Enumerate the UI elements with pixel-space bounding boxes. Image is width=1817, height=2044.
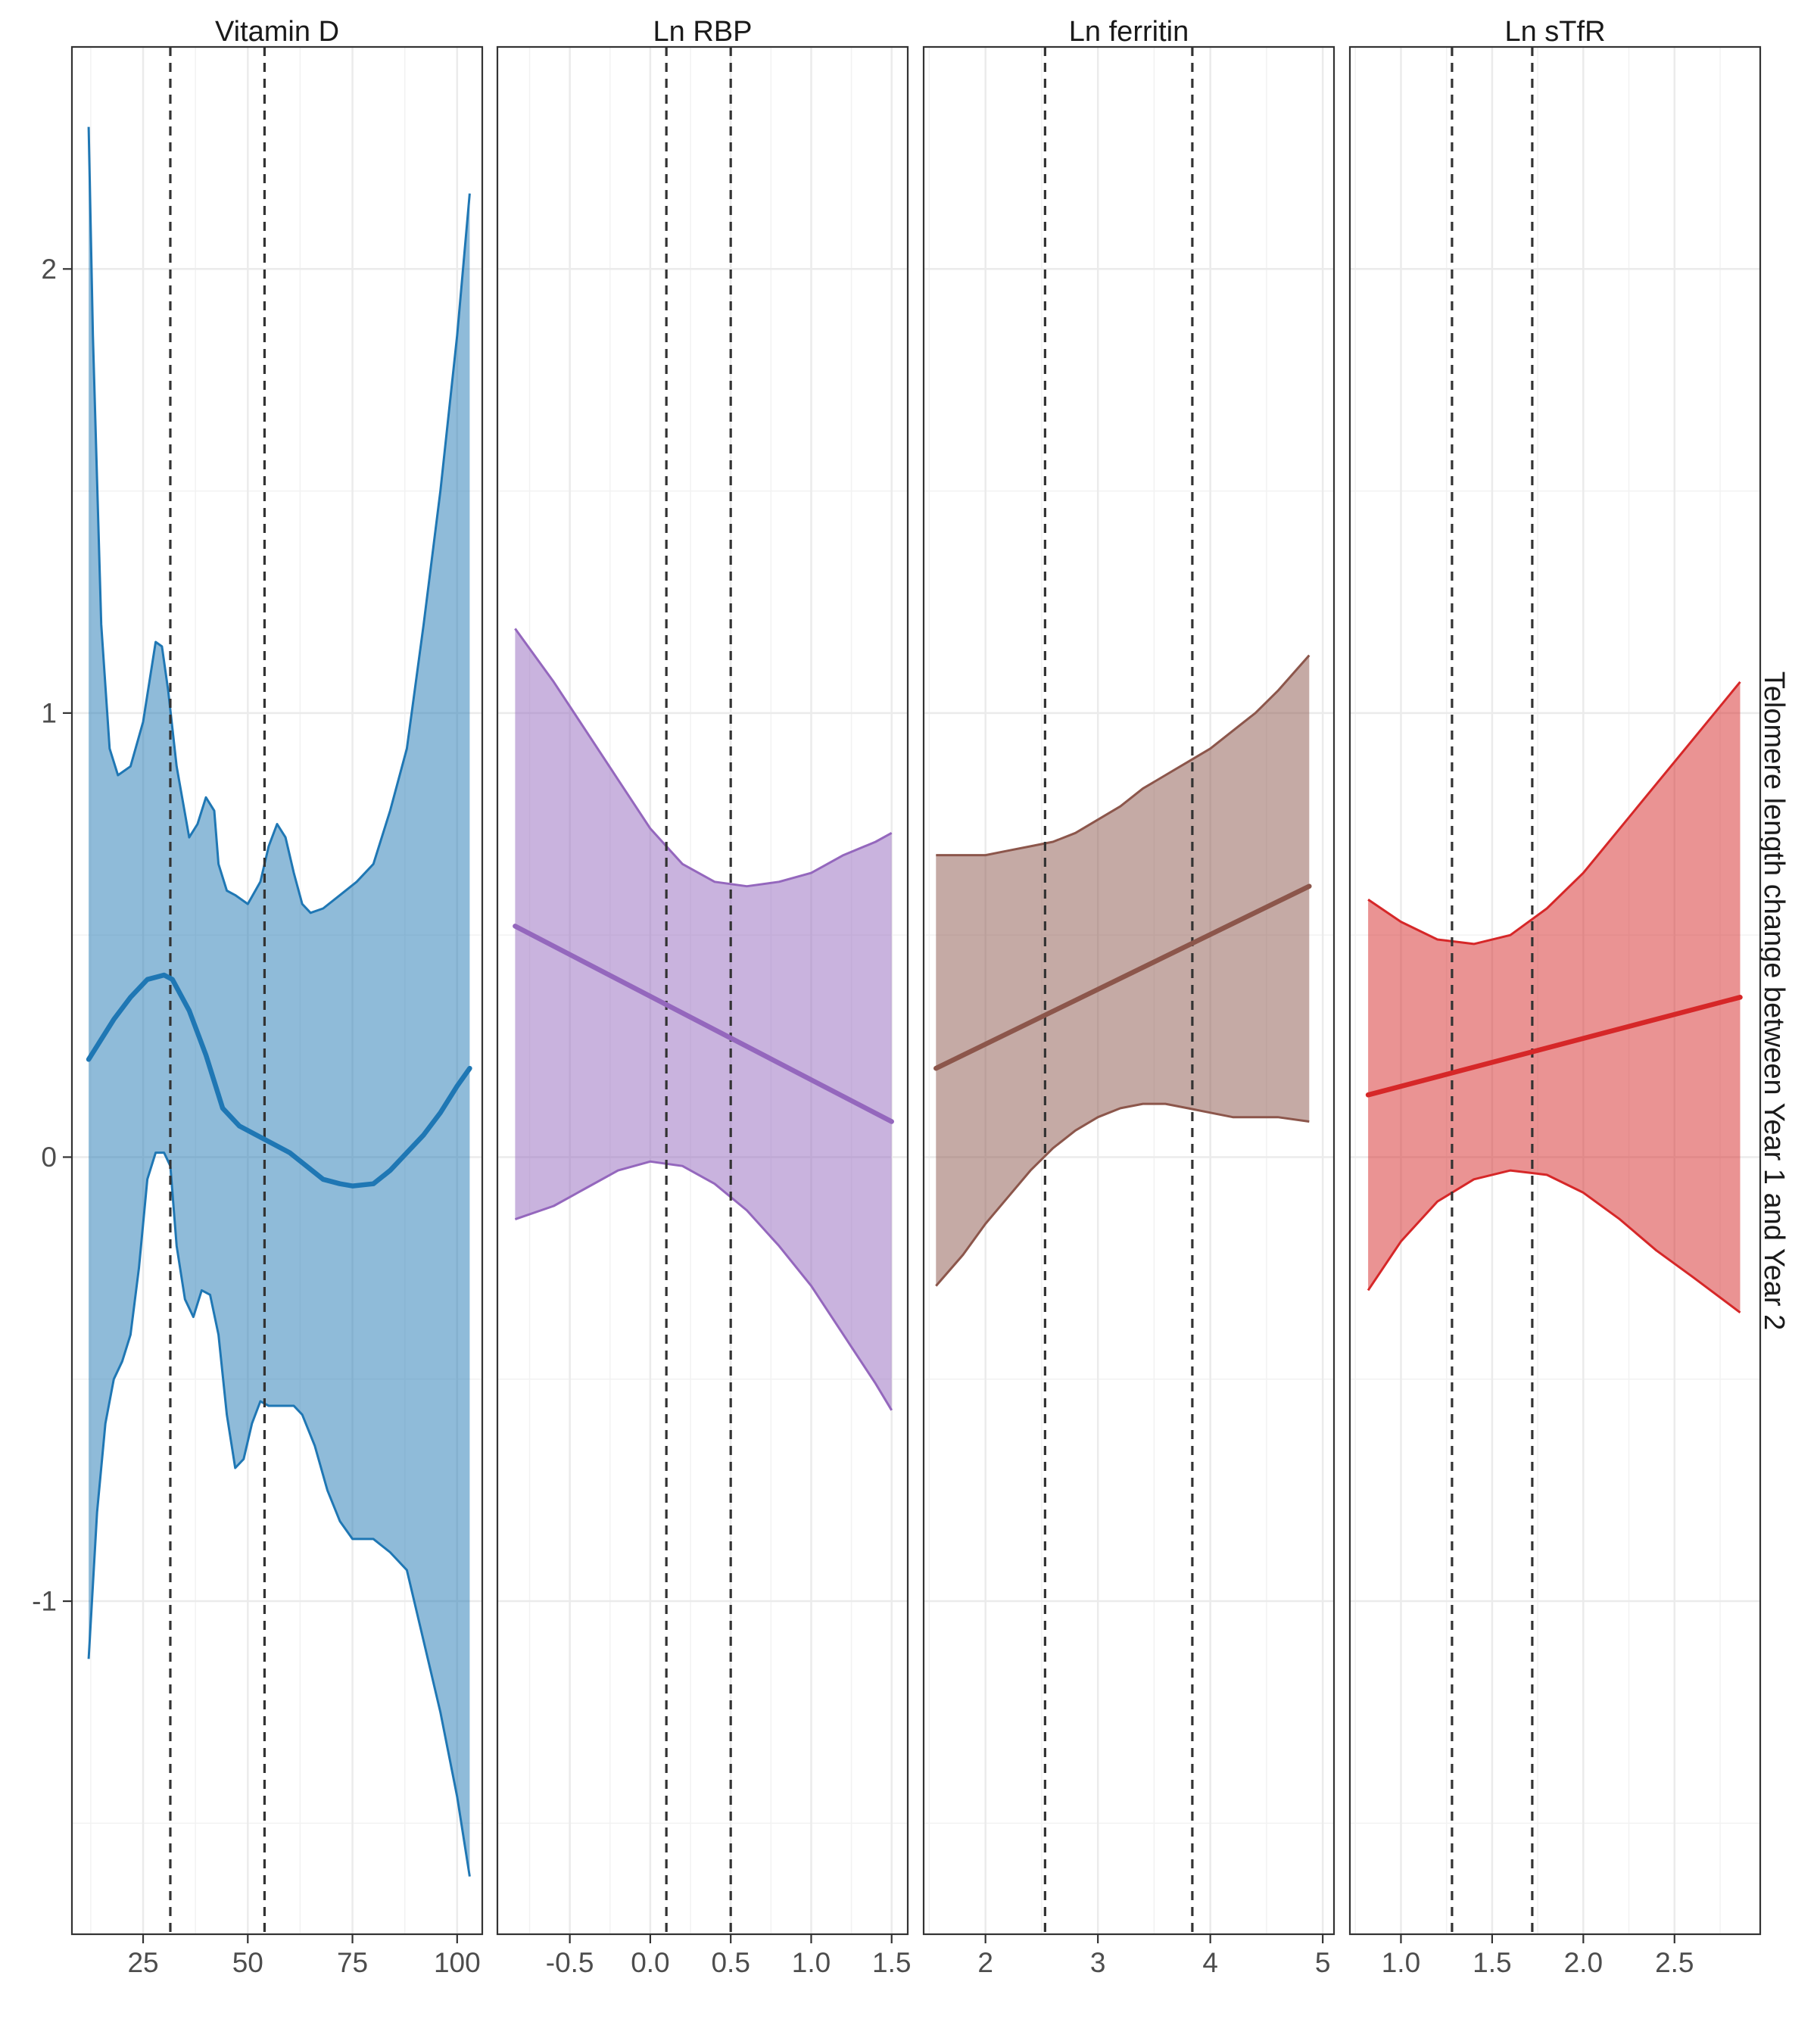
- upper-bound-line: [936, 654, 1311, 857]
- x-tick-label: 1.0: [1382, 1947, 1420, 1978]
- panel-title: Vitamin D: [215, 16, 339, 48]
- x-tick-label: 1.5: [872, 1947, 911, 1978]
- fitted-line: [933, 883, 1312, 1071]
- upper-bound-line: [1367, 681, 1741, 946]
- confidence-band: [89, 126, 470, 1877]
- panel-border: [1348, 45, 1762, 1936]
- panel-border: [70, 45, 484, 1936]
- y-tick-label: 1: [41, 697, 57, 728]
- x-tick-label: 5: [1315, 1947, 1331, 1978]
- x-tick-label: -0.5: [546, 1947, 594, 1978]
- lower-bound-line: [935, 1102, 1310, 1287]
- lower-bound-line: [87, 1151, 471, 1877]
- x-tick-label: 1.0: [792, 1947, 831, 1978]
- confidence-band: [1368, 681, 1741, 1313]
- x-tick-label: 1.5: [1473, 1947, 1511, 1978]
- panel-1: Vitamin D 25 50 75 100: [70, 16, 484, 1978]
- x-tick-label: 2.0: [1564, 1947, 1603, 1978]
- fitted-line: [513, 924, 894, 1124]
- x-tick-label: 25: [127, 1947, 158, 1978]
- panel-3: Ln ferritin 2 3 4 5: [922, 16, 1335, 1978]
- fitted-line: [86, 972, 472, 1189]
- x-tick-label: 2.5: [1655, 1947, 1694, 1978]
- lower-bound-line: [514, 1160, 893, 1411]
- y-tick-label: 2: [41, 254, 57, 285]
- x-tick-label: 75: [337, 1947, 368, 1978]
- x-tick-label: 4: [1202, 1947, 1218, 1978]
- confidence-band: [936, 655, 1310, 1286]
- panel-title: Ln sTfR: [1504, 16, 1605, 48]
- upper-bound-line: [87, 126, 471, 915]
- x-tick-label: 100: [434, 1947, 481, 1978]
- x-tick-label: 3: [1090, 1947, 1106, 1978]
- y-tick-label: 0: [41, 1142, 57, 1173]
- y-axis-label: Telomere length change between Year 1 an…: [1758, 671, 1790, 1330]
- fitted-line: [1365, 995, 1743, 1098]
- panel-border: [496, 45, 909, 1936]
- x-tick-label: 0.0: [631, 1947, 669, 1978]
- upper-bound-line: [514, 628, 893, 888]
- lower-bound-line: [1367, 1169, 1741, 1313]
- x-tick-label: 2: [977, 1947, 993, 1978]
- y-tick-label: -1: [32, 1586, 57, 1617]
- panel-title: Ln ferritin: [1069, 16, 1189, 48]
- x-tick-label: 0.5: [711, 1947, 750, 1978]
- x-tick-label: 50: [232, 1947, 263, 1978]
- panel-2: Ln RBP -0.5 0.0 0.5 1.0 1.5: [496, 16, 911, 1978]
- panel-4: Ln sTfR 1.0 1.5 2.0 2.5: [1348, 16, 1762, 1978]
- confidence-band: [515, 628, 892, 1410]
- panel-title: Ln RBP: [653, 16, 753, 48]
- panel-border: [922, 45, 1335, 1936]
